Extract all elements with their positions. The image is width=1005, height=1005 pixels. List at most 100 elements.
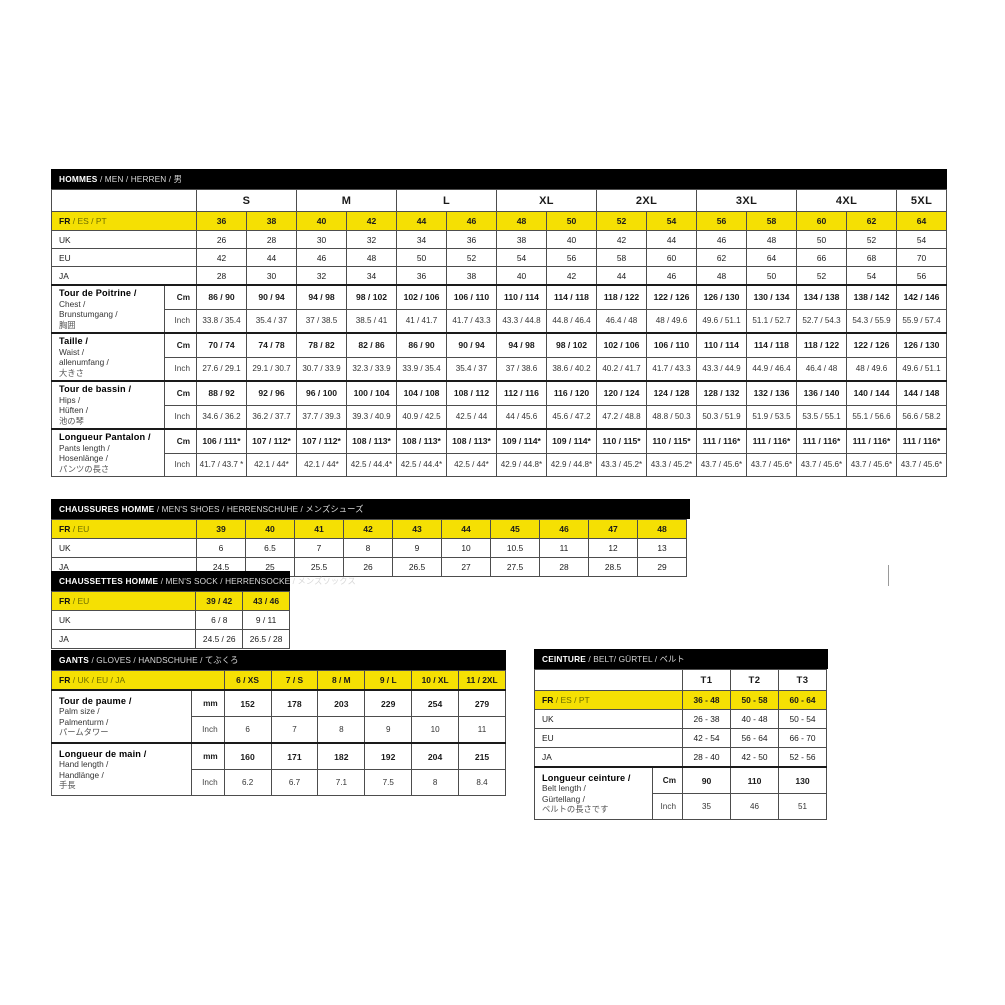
mens-measurement-0-inch-0: 33.8 / 35.4: [196, 309, 247, 334]
mens-uk-value-13: 52: [846, 230, 897, 249]
belt-section-banner: CEINTURE / BELT/ GÜRTEL / ベルト: [534, 649, 828, 669]
socks-banner-rest: / MEN'S SOCK / HERRENSOCKE / メンズソックス: [160, 576, 356, 586]
mens-eu-value-5: 52: [446, 248, 497, 267]
mens-section-banner: HOMMES / MEN / HERREN / 男: [51, 169, 947, 189]
gloves-fr-label-rest: / UK / EU / JA: [72, 675, 126, 685]
belt-fr-row: FR / ES / PT 36 - 48 50 - 58 60 - 64: [534, 690, 827, 710]
mens-measurement-2-inch-9: 48.8 / 50.3: [646, 405, 697, 430]
socks-uk-label: UK: [50, 610, 197, 630]
gloves-measurement-0-mm-2: 203: [317, 689, 366, 717]
mens-measurement-0-inch-3: 38.5 / 41: [346, 309, 397, 334]
mens-measurement-1-cm-7: 98 / 102: [546, 332, 597, 358]
shoes-banner-bold: CHAUSSURES HOMME: [59, 504, 155, 514]
mens-header-spacer: [51, 189, 197, 212]
mens-measurement-0-cm-10: 126 / 130: [696, 284, 747, 310]
mens-size-group-S: S: [196, 189, 297, 212]
belt-uk-value-2: 50 - 54: [778, 709, 827, 729]
belt-fr-value-2: 60 - 64: [778, 690, 827, 710]
shoes-uk-value-3: 8: [343, 538, 393, 558]
belt-length-label-title: Longueur ceinture /: [542, 772, 631, 783]
mens-measurement-2-inch-13: 55.1 / 56.6: [846, 405, 897, 430]
belt-banner-rest: / BELT/ GÜRTEL / ベルト: [588, 654, 685, 664]
mens-measurement-1-inch-2: 30.7 / 33.9: [296, 357, 347, 382]
mens-fr-value-5: 46: [446, 211, 497, 231]
mens-measurement-2-inch-10: 50.3 / 51.9: [696, 405, 747, 430]
mens-measurement-1-unit-inch: Inch: [164, 357, 197, 382]
mens-eu-value-4: 50: [396, 248, 447, 267]
mens-uk-value-5: 36: [446, 230, 497, 249]
gloves-measurement-0-label-line-0: Palm size /: [59, 706, 100, 716]
mens-fr-value-8: 52: [596, 211, 647, 231]
mens-measurement-0-inch-2: 37 / 38.5: [296, 309, 347, 334]
belt-length-label-line-1: Gürtellang /: [542, 793, 585, 804]
shoes-banner-rest: / MEN'S SHOES / HERRENSCHUHE / メンズシューズ: [156, 504, 364, 514]
gloves-measurement-1-unit-inch: Inch: [190, 769, 225, 796]
mens-measurement-2-inch-6: 44 / 45.6: [496, 405, 547, 430]
mens-measurement-2-inch-7: 45.6 / 47.2: [546, 405, 597, 430]
belt-fr-value-1: 50 - 58: [730, 690, 779, 710]
shoes-fr-label-rest: / EU: [72, 524, 90, 534]
gloves-measurement-1-mm-5: 215: [458, 742, 506, 770]
mens-measurement-2-inch-1: 36.2 / 37.7: [246, 405, 297, 430]
mens-measurement-3-unit-cm: Cm: [164, 428, 197, 454]
mens-measurement-0-label-line-1: Brunstumgang /: [59, 309, 118, 319]
shoes-fr-value-1: 40: [245, 519, 295, 539]
mens-measurement-0-cm-6: 110 / 114: [496, 284, 547, 310]
gloves-measurement-1-mm-3: 192: [364, 742, 413, 770]
mens-measurement-2-cm-1: 92 / 96: [246, 380, 297, 406]
belt-header-spacer: [534, 669, 683, 691]
mens-measurement-2-inch-11: 51.9 / 53.5: [746, 405, 797, 430]
mens-eu-row: EU 42 44 46 48 50 52 54 56 58 60 62 64 66 68 70: [51, 248, 947, 267]
socks-fr-label-rest: / EU: [72, 596, 90, 606]
mens-eu-value-8: 58: [596, 248, 647, 267]
belt-fr-label-rest: / ES / PT: [555, 695, 590, 705]
gloves-measurement-1-inch-3: 7.5: [364, 769, 413, 796]
gloves-fr-label-bold: FR: [59, 675, 71, 685]
mens-ja-value-0: 28: [196, 266, 247, 286]
belt-length-cm-1: 110: [730, 766, 779, 794]
mens-fr-value-3: 42: [346, 211, 397, 231]
mens-measurement-2-inch-4: 40.9 / 42.5: [396, 405, 447, 430]
socks-ja-label: JA: [50, 629, 197, 649]
gloves-measurement-0-mm-1: 178: [270, 689, 319, 717]
belt-ja-value-0: 28 - 40: [682, 747, 731, 768]
shoes-uk-value-8: 12: [588, 538, 638, 558]
socks-fr-row: FR / EU 39 / 42 43 / 46: [50, 591, 290, 611]
belt-length-inch-1: 46: [730, 793, 779, 820]
mens-measurement-1-label-title: Taille /: [59, 336, 89, 346]
mens-measurement-2-label-line-0: Hips /: [59, 394, 81, 405]
gloves-banner-rest: / GLOVES / HANDSCHUHE / てぶくろ: [91, 655, 239, 665]
socks-fr-label: FR / EU: [50, 591, 197, 611]
shoes-ja-value-6: 27.5: [490, 557, 540, 577]
mens-measurement-3-label-jp: パンツの長さ: [59, 463, 110, 474]
mens-measurement-2-cm-12: 136 / 140: [796, 380, 847, 406]
mens-fr-value-2: 40: [296, 211, 347, 231]
mens-uk-value-11: 48: [746, 230, 797, 249]
mens-uk-value-8: 42: [596, 230, 647, 249]
gloves-measurement-0-inch-0: 6: [223, 716, 272, 744]
mens-measurement-3-inch-5: 42.5 / 44*: [446, 453, 497, 477]
mens-measurement-0-unit-inch: Inch: [164, 309, 197, 334]
mens-measurement-3-inch-13: 43.7 / 45.6*: [846, 453, 897, 477]
mens-uk-value-14: 54: [896, 230, 947, 249]
gloves-measurement-1-inch-2: 7.1: [317, 769, 366, 796]
shoes-fr-value-8: 47: [588, 519, 638, 539]
mens-measurement-3-inch-3: 42.5 / 44.4*: [346, 453, 397, 477]
mens-fr-value-9: 54: [646, 211, 697, 231]
shoes-uk-value-9: 13: [637, 538, 687, 558]
gloves-measurement-0-mm-3: 229: [364, 689, 413, 717]
belt-eu-value-0: 42 - 54: [682, 728, 731, 748]
belt-uk-value-1: 40 - 48: [730, 709, 779, 729]
mens-measurement-1-inch-0: 27.6 / 29.1: [196, 357, 247, 382]
gloves-measurement-1-mm-row: Longueur de main / Hand length / Handlänge…: [51, 742, 506, 796]
mens-measurement-2-cm-row: Tour de bassin / Hips / Hüften / 池の琴 Cm 88 / …: [51, 380, 947, 430]
belt-ja-row: JA 28 - 40 42 - 50 52 - 56: [534, 747, 827, 768]
mens-measurement-1-label: Taille / Waist / allenumfang / 大きさ: [51, 332, 165, 382]
mens-measurement-3-cm-4: 108 / 113*: [396, 428, 447, 454]
shoes-uk-value-5: 10: [441, 538, 491, 558]
belt-eu-row: EU 42 - 54 56 - 64 66 - 70: [534, 728, 827, 748]
gloves-measurement-0-label-title: Tour de paume /: [59, 695, 132, 706]
gloves-measurement-0-inch-row: Inch 6 7 8 9 10 11: [52, 716, 506, 744]
